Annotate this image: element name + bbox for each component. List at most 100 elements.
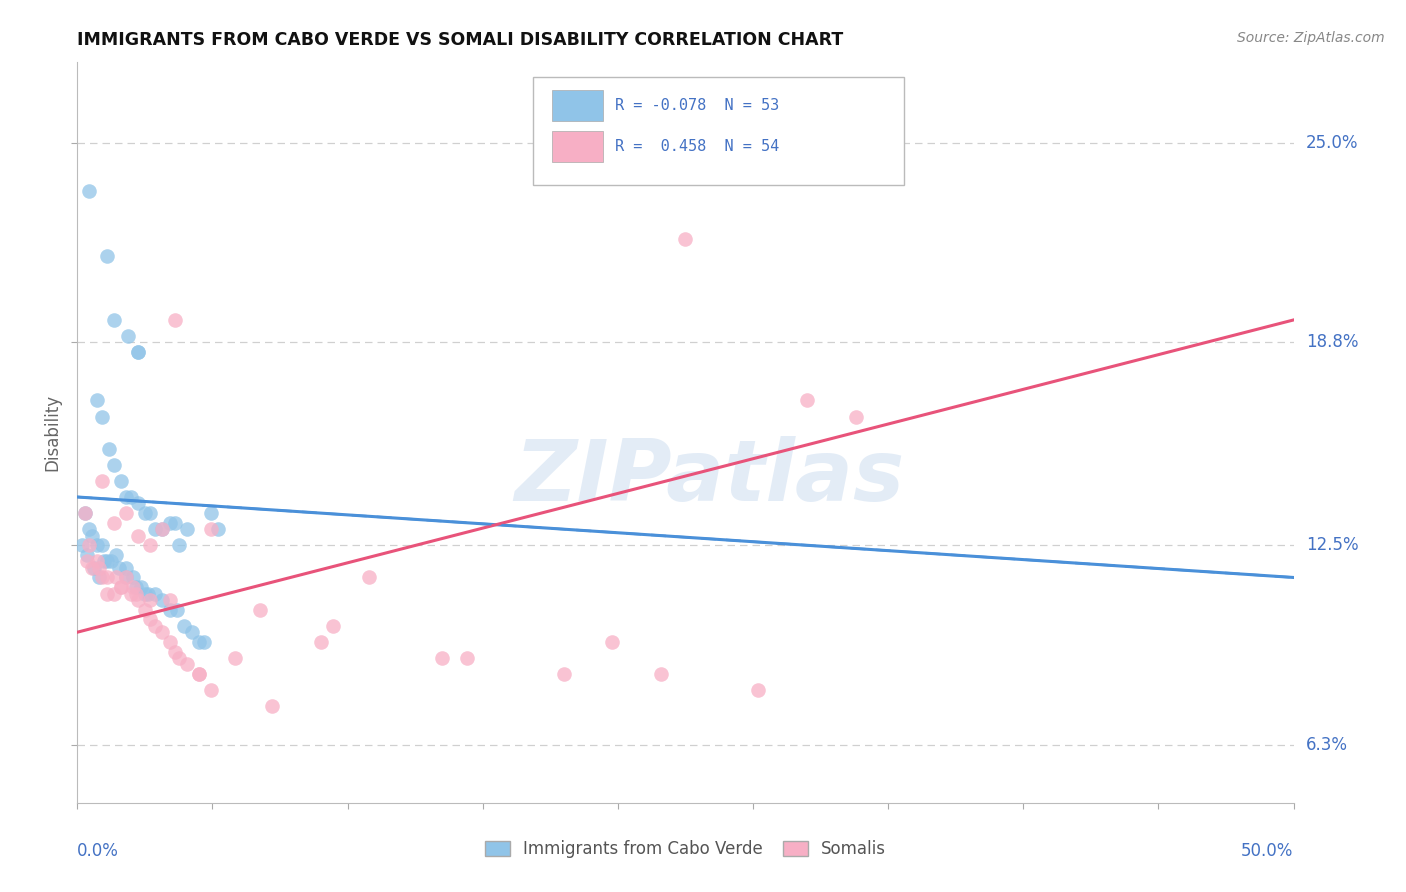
FancyBboxPatch shape bbox=[551, 90, 603, 121]
Text: 0.0%: 0.0% bbox=[77, 842, 120, 860]
Text: R = -0.078  N = 53: R = -0.078 N = 53 bbox=[614, 98, 779, 113]
Point bbox=[103, 458, 125, 472]
Point bbox=[70, 538, 93, 552]
Point bbox=[122, 570, 145, 584]
Point bbox=[103, 313, 125, 327]
Point bbox=[80, 561, 103, 575]
Point bbox=[115, 561, 138, 575]
Point bbox=[322, 619, 344, 633]
Point bbox=[90, 538, 112, 552]
Point bbox=[120, 490, 142, 504]
Point bbox=[747, 683, 769, 698]
Text: ZIPatlas: ZIPatlas bbox=[515, 435, 905, 518]
Point bbox=[103, 516, 125, 530]
Point bbox=[163, 644, 186, 658]
Point bbox=[188, 667, 211, 681]
Point bbox=[650, 667, 672, 681]
Point bbox=[143, 586, 166, 600]
Point bbox=[200, 522, 222, 536]
Point bbox=[139, 593, 162, 607]
Point bbox=[79, 522, 101, 536]
Point bbox=[200, 506, 222, 520]
Point bbox=[176, 522, 198, 536]
Point bbox=[134, 602, 156, 616]
Point bbox=[107, 561, 129, 575]
Point bbox=[207, 522, 229, 536]
Point bbox=[224, 651, 246, 665]
Point bbox=[127, 345, 149, 359]
Point bbox=[188, 667, 211, 681]
Text: 6.3%: 6.3% bbox=[1306, 736, 1348, 754]
Point bbox=[200, 683, 222, 698]
Point bbox=[249, 602, 271, 616]
Point bbox=[193, 635, 215, 649]
Point bbox=[456, 651, 478, 665]
Point bbox=[136, 586, 159, 600]
Point bbox=[90, 474, 112, 488]
Y-axis label: Disability: Disability bbox=[44, 394, 62, 471]
Point bbox=[159, 635, 181, 649]
Point bbox=[796, 393, 818, 408]
Point bbox=[127, 528, 149, 542]
Point bbox=[152, 522, 174, 536]
Point bbox=[152, 625, 174, 640]
Point bbox=[90, 570, 112, 584]
Point bbox=[163, 313, 186, 327]
Point bbox=[134, 506, 156, 520]
Point bbox=[127, 345, 149, 359]
Point bbox=[86, 554, 108, 568]
Point bbox=[169, 538, 191, 552]
Text: 18.8%: 18.8% bbox=[1306, 334, 1358, 351]
Point bbox=[96, 586, 118, 600]
Point bbox=[553, 667, 575, 681]
Point bbox=[105, 548, 128, 562]
Text: R =  0.458  N = 54: R = 0.458 N = 54 bbox=[614, 139, 779, 154]
Point bbox=[159, 593, 181, 607]
Point bbox=[359, 570, 381, 584]
Text: 50.0%: 50.0% bbox=[1241, 842, 1294, 860]
Point bbox=[602, 635, 624, 649]
Point bbox=[79, 184, 101, 198]
Point bbox=[90, 409, 112, 424]
Point bbox=[86, 538, 108, 552]
Point bbox=[117, 329, 139, 343]
Point bbox=[122, 580, 145, 594]
Point bbox=[139, 538, 162, 552]
Point bbox=[176, 657, 198, 672]
Point bbox=[86, 393, 108, 408]
Point bbox=[430, 651, 453, 665]
Point bbox=[845, 409, 868, 424]
Point bbox=[89, 570, 111, 584]
Point bbox=[115, 506, 138, 520]
Point bbox=[80, 528, 103, 542]
Point bbox=[309, 635, 332, 649]
Point bbox=[96, 249, 118, 263]
Point bbox=[76, 554, 98, 568]
Point bbox=[159, 602, 181, 616]
Point bbox=[115, 570, 138, 584]
FancyBboxPatch shape bbox=[533, 78, 904, 185]
Point bbox=[127, 593, 149, 607]
Point bbox=[79, 538, 101, 552]
Point bbox=[83, 561, 105, 575]
Point bbox=[143, 619, 166, 633]
Point bbox=[73, 506, 96, 520]
Point bbox=[260, 699, 283, 714]
FancyBboxPatch shape bbox=[551, 131, 603, 162]
Point bbox=[110, 580, 132, 594]
Point bbox=[97, 442, 120, 456]
Point bbox=[139, 612, 162, 626]
Point bbox=[675, 232, 697, 246]
Point bbox=[93, 554, 115, 568]
Point bbox=[125, 580, 148, 594]
Point bbox=[143, 522, 166, 536]
Point bbox=[96, 570, 118, 584]
Point bbox=[115, 570, 138, 584]
Point bbox=[89, 561, 111, 575]
Text: IMMIGRANTS FROM CABO VERDE VS SOMALI DISABILITY CORRELATION CHART: IMMIGRANTS FROM CABO VERDE VS SOMALI DIS… bbox=[77, 31, 844, 49]
Point bbox=[129, 580, 152, 594]
Point bbox=[76, 548, 98, 562]
Point bbox=[100, 554, 122, 568]
Point bbox=[73, 506, 96, 520]
Point bbox=[173, 619, 195, 633]
